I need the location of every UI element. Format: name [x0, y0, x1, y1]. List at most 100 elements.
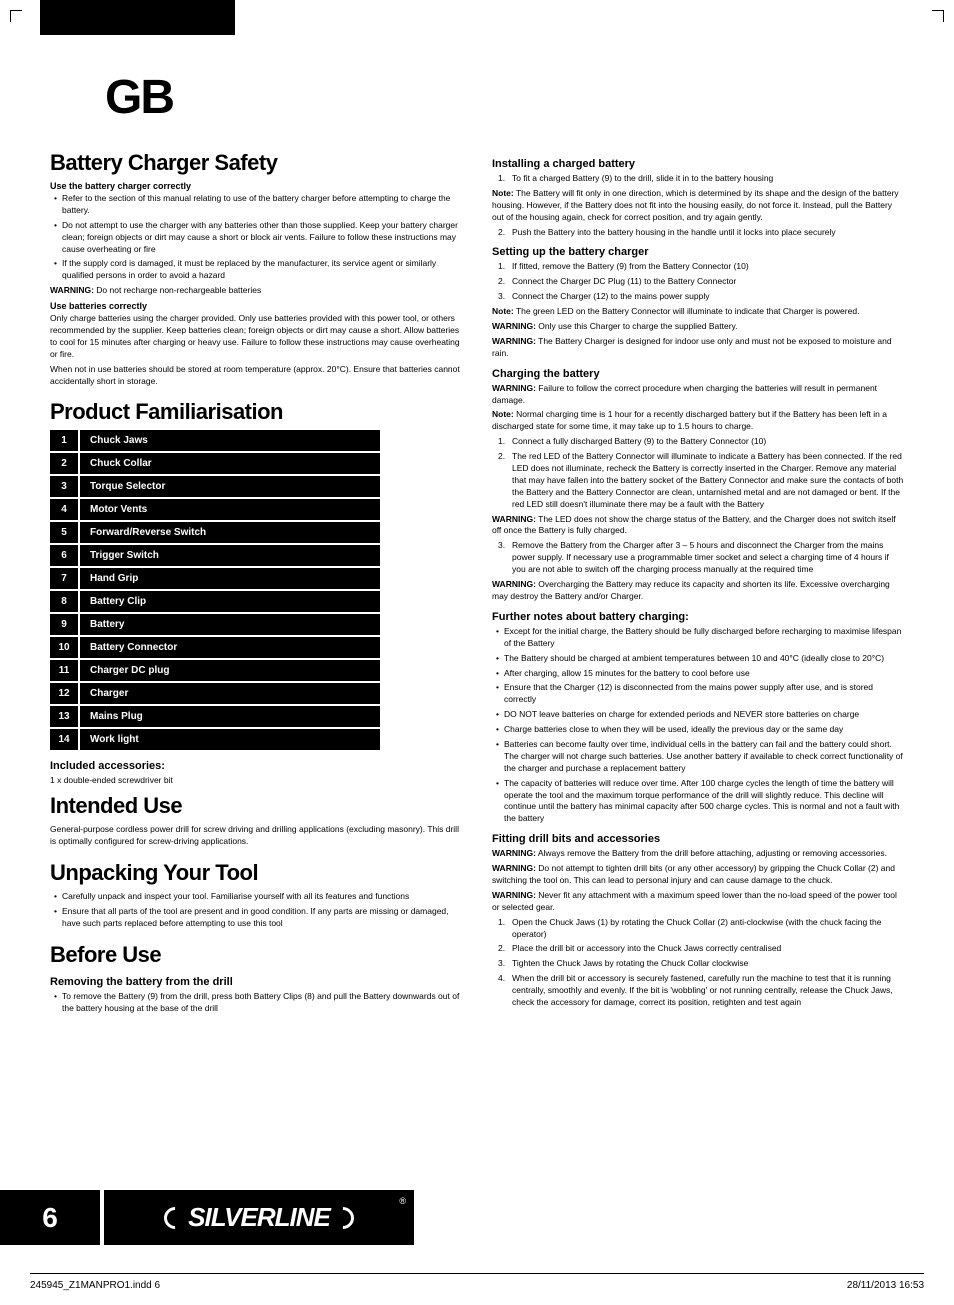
part-label: Charger DC plug	[80, 665, 169, 676]
warning-label: WARNING:	[492, 863, 536, 873]
ordered-list: 1.If fitted, remove the Battery (9) from…	[492, 261, 904, 303]
list-text: To fit a charged Battery (9) to the dril…	[512, 173, 773, 183]
part-label: Chuck Jaws	[80, 435, 148, 446]
paragraph: Only charge batteries using the charger …	[50, 313, 462, 361]
warning-label: WARNING:	[492, 848, 536, 858]
parts-row: 8Battery Clip	[50, 591, 380, 612]
warning-text: WARNING: Overcharging the Battery may re…	[492, 579, 904, 603]
warning-text: WARNING: Failure to follow the correct p…	[492, 383, 904, 407]
list-item: 2.Place the drill bit or accessory into …	[492, 943, 904, 955]
part-number: 7	[50, 568, 80, 589]
list-item: Except for the initial charge, the Batte…	[492, 626, 904, 650]
warning-label: WARNING:	[492, 890, 536, 900]
paragraph: When not in use batteries should be stor…	[50, 364, 462, 388]
parts-row: 5Forward/Reverse Switch	[50, 522, 380, 543]
warning-body: The LED does not show the charge status …	[492, 514, 896, 536]
ordered-list: 1.To fit a charged Battery (9) to the dr…	[492, 173, 904, 185]
ordered-list: 1.Connect a fully discharged Battery (9)…	[492, 436, 904, 510]
list-item: 4.When the drill bit or accessory is sec…	[492, 973, 904, 1009]
logo-arc-icon	[327, 1202, 358, 1233]
list-text: Open the Chuck Jaws (1) by rotating the …	[512, 917, 881, 939]
part-number: 6	[50, 545, 80, 566]
brand-logo: SILVERLINE ®	[104, 1190, 414, 1245]
warning-body: Overcharging the Battery may reduce its …	[492, 579, 890, 601]
ordered-list: 1.Open the Chuck Jaws (1) by rotating th…	[492, 917, 904, 1009]
part-label: Battery Clip	[80, 596, 146, 607]
section-heading: Intended Use	[50, 793, 462, 819]
list-item: Carefully unpack and inspect your tool. …	[50, 891, 462, 903]
warning-body: Do not attempt to tighten drill bits (or…	[492, 863, 895, 885]
parts-row: 12Charger	[50, 683, 380, 704]
warning-text: WARNING: The LED does not show the charg…	[492, 514, 904, 538]
sub-heading: Setting up the battery charger	[492, 246, 904, 258]
part-label: Chuck Collar	[80, 458, 152, 469]
sub-heading: Included accessories:	[50, 760, 462, 772]
parts-row: 11Charger DC plug	[50, 660, 380, 681]
part-number: 3	[50, 476, 80, 497]
list-item: 1.To fit a charged Battery (9) to the dr…	[492, 173, 904, 185]
list-text: When the drill bit or accessory is secur…	[512, 973, 893, 1007]
part-label: Work light	[80, 734, 139, 745]
list-item: After charging, allow 15 minutes for the…	[492, 668, 904, 680]
warning-text: WARNING: Never fit any attachment with a…	[492, 890, 904, 914]
list-item: 1.Open the Chuck Jaws (1) by rotating th…	[492, 917, 904, 941]
warning-label: WARNING:	[492, 336, 536, 346]
left-column: Battery Charger Safety Use the battery c…	[50, 150, 462, 1018]
list-item: 2.Connect the Charger DC Plug (11) to th…	[492, 276, 904, 288]
warning-body: Only use this Charger to charge the supp…	[536, 321, 738, 331]
part-label: Torque Selector	[80, 481, 165, 492]
warning-label: WARNING:	[50, 285, 94, 295]
section-heading: Product Familiarisation	[50, 399, 462, 425]
bullet-list: Carefully unpack and inspect your tool. …	[50, 891, 462, 930]
parts-row: 2Chuck Collar	[50, 453, 380, 474]
sub-heading: Removing the battery from the drill	[50, 976, 462, 988]
part-label: Charger	[80, 688, 128, 699]
list-item: Batteries can become faulty over time, i…	[492, 739, 904, 775]
warning-text: WARNING: Do not attempt to tighten drill…	[492, 863, 904, 887]
note-text: Note: The green LED on the Battery Conne…	[492, 306, 904, 318]
parts-row: 3Torque Selector	[50, 476, 380, 497]
right-column: Installing a charged battery 1.To fit a …	[492, 150, 904, 1018]
parts-row: 1Chuck Jaws	[50, 430, 380, 451]
list-item: 2.Push the Battery into the battery hous…	[492, 227, 904, 239]
list-item: Ensure that the Charger (12) is disconne…	[492, 682, 904, 706]
note-label: Note:	[492, 409, 514, 419]
warning-label: WARNING:	[492, 383, 536, 393]
list-item: Refer to the section of this manual rela…	[50, 193, 462, 217]
warning-text: WARNING: The Battery Charger is designed…	[492, 336, 904, 360]
parts-table: 1Chuck Jaws2Chuck Collar3Torque Selector…	[50, 430, 380, 750]
list-item: 3.Connect the Charger (12) to the mains …	[492, 291, 904, 303]
sub-heading: Installing a charged battery	[492, 158, 904, 170]
section-heading: Before Use	[50, 942, 462, 968]
header-black-box	[40, 0, 235, 35]
list-item: The capacity of batteries will reduce ov…	[492, 778, 904, 826]
list-item: Ensure that all parts of the tool are pr…	[50, 906, 462, 930]
page-number: 6	[0, 1190, 100, 1245]
note-body: The green LED on the Battery Connector w…	[514, 306, 860, 316]
print-info-bar: 245945_Z1MANPRO1.indd 6 28/11/2013 16:53	[30, 1273, 924, 1291]
warning-body: Do not recharge non-rechargeable batteri…	[94, 285, 261, 295]
bullet-list: Refer to the section of this manual rela…	[50, 193, 462, 282]
registered-mark: ®	[399, 1196, 406, 1206]
list-item: The Battery should be charged at ambient…	[492, 653, 904, 665]
list-text: Tighten the Chuck Jaws by rotating the C…	[512, 958, 748, 968]
part-label: Trigger Switch	[80, 550, 159, 561]
part-number: 12	[50, 683, 80, 704]
sub-heading: Use the battery charger correctly	[50, 181, 462, 191]
warning-text: WARNING: Only use this Charger to charge…	[492, 321, 904, 333]
logo-arc-icon	[160, 1202, 191, 1233]
list-text: The red LED of the Battery Connector wil…	[512, 451, 903, 509]
note-text: Note: Normal charging time is 1 hour for…	[492, 409, 904, 433]
part-number: 14	[50, 729, 80, 750]
section-heading: Battery Charger Safety	[50, 150, 462, 176]
sub-heading: Fitting drill bits and accessories	[492, 833, 904, 845]
note-body: Normal charging time is 1 hour for a rec…	[492, 409, 887, 431]
warning-label: WARNING:	[492, 579, 536, 589]
list-text: Remove the Battery from the Charger afte…	[512, 540, 889, 574]
parts-row: 13Mains Plug	[50, 706, 380, 727]
ordered-list: 3.Remove the Battery from the Charger af…	[492, 540, 904, 576]
note-body: The Battery will fit only in one directi…	[492, 188, 899, 222]
list-item: Charge batteries close to when they will…	[492, 724, 904, 736]
part-number: 8	[50, 591, 80, 612]
parts-row: 9Battery	[50, 614, 380, 635]
